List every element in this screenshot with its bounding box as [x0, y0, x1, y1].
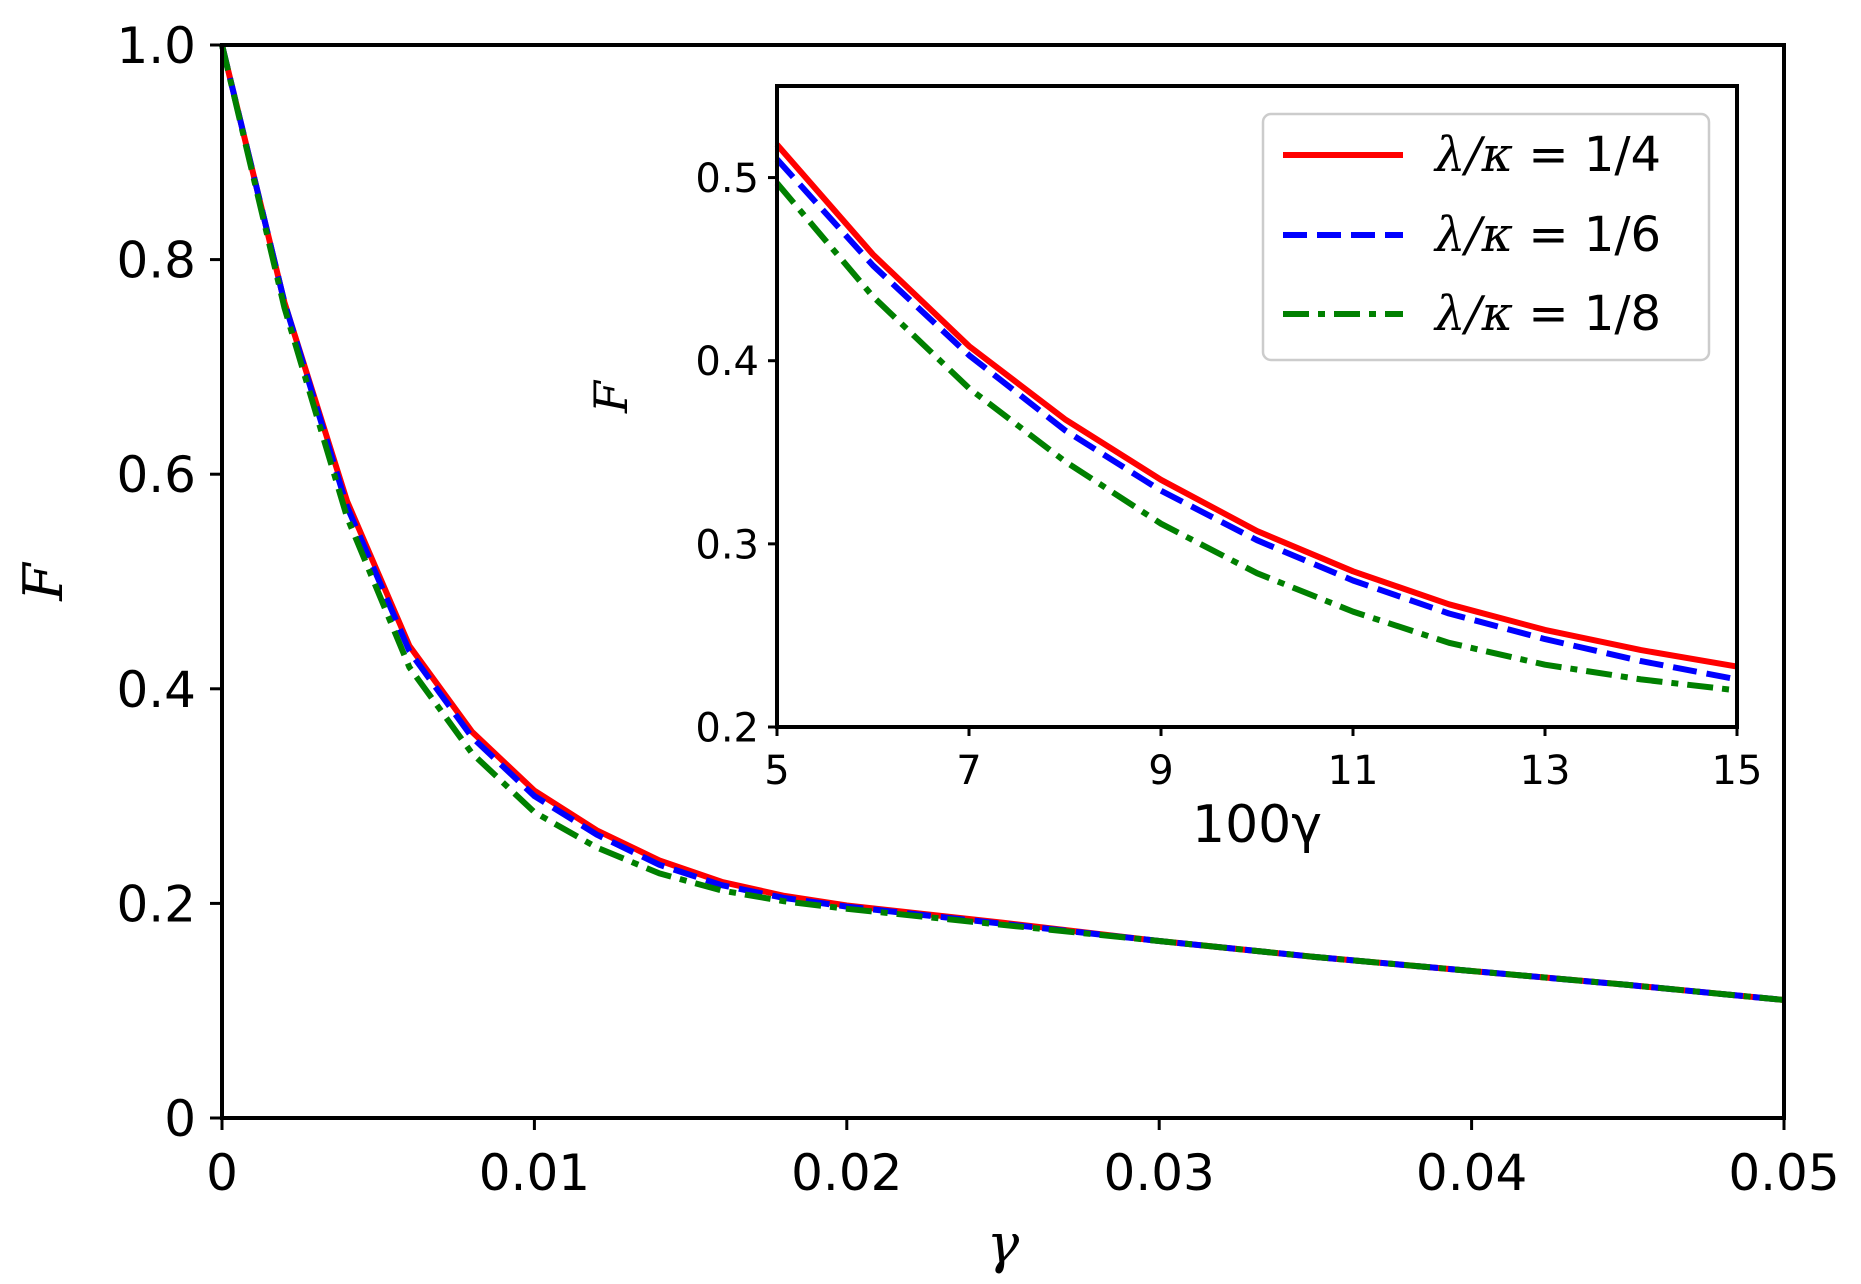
main-series-line-3 [219, 44, 1785, 1003]
inset-y-axis-label: F [584, 379, 638, 414]
main-y-axis-label: F [12, 561, 75, 602]
inset-y-ticks: 0.2 0.3 0.4 0.5 [695, 156, 777, 751]
inset-x-ticks: 5 7 9 11 13 15 [764, 727, 1762, 794]
legend-entry-3: λ/κ = 1/8 [1283, 286, 1661, 342]
main-y-tick-label: 0.4 [116, 661, 196, 719]
legend-label-2: λ/κ = 1/6 [1433, 207, 1661, 263]
inset-plot: 5 7 9 11 13 15 0.2 0.3 0.4 0.5 100γ F λ/κ = 1/4 … [584, 84, 1762, 855]
legend-label-1: λ/κ = 1/4 [1433, 127, 1661, 183]
main-x-tick-label: 0.03 [1104, 1144, 1215, 1202]
legend-label-1-rhs: = 1/4 [1528, 127, 1661, 183]
main-x-ticks: 0 0.01 0.02 0.03 0.04 0.05 [206, 1118, 1840, 1202]
legend-label-1-lhs: λ/κ [1433, 127, 1513, 183]
inset-series-group [774, 142, 1738, 694]
inset-x-tick-label: 15 [1712, 748, 1763, 794]
legend-label-3: λ/κ = 1/8 [1433, 286, 1661, 342]
inset-axes-frame [775, 84, 1739, 729]
main-y-ticks: 0 0.2 0.4 0.6 0.8 1.0 [116, 17, 222, 1148]
main-axes-frame [220, 43, 1786, 1120]
inset-x-tick-label: 7 [956, 748, 981, 794]
inset-series-line-3 [774, 181, 1738, 694]
legend-label-2-lhs: λ/κ [1433, 207, 1513, 263]
legend: λ/κ = 1/4 λ/κ = 1/6 λ/κ = 1/8 [1261, 112, 1711, 362]
inset-y-tick-label: 0.2 [695, 705, 759, 751]
inset-x-tick-label: 11 [1328, 748, 1379, 794]
inset-series-line-2 [774, 157, 1738, 683]
inset-series-line-1 [774, 142, 1738, 670]
main-y-tick-label: 0.2 [116, 875, 196, 933]
legend-box [1261, 112, 1711, 362]
main-x-tick-label: 0.01 [479, 1144, 590, 1202]
inset-y-tick-label: 0.3 [695, 522, 759, 568]
main-x-tick-label: 0.05 [1728, 1144, 1839, 1202]
legend-entry-2: λ/κ = 1/6 [1283, 207, 1661, 263]
main-y-tick-label: 0.6 [116, 446, 196, 504]
inset-y-tick-label: 0.5 [695, 156, 759, 202]
main-x-tick-label: 0.02 [791, 1144, 902, 1202]
main-series-group [219, 44, 1785, 1003]
legend-label-3-lhs: λ/κ [1433, 286, 1513, 342]
main-x-tick-label: 0.04 [1416, 1144, 1527, 1202]
inset-x-axis-label: 100γ [1192, 795, 1322, 855]
legend-entry-1: λ/κ = 1/4 [1283, 127, 1661, 183]
inset-y-tick-label: 0.4 [695, 339, 759, 385]
main-y-tick-label: 0.8 [116, 232, 196, 290]
main-y-tick-label: 0 [164, 1090, 196, 1148]
inset-x-tick-label: 9 [1148, 748, 1173, 794]
legend-label-3-rhs: = 1/8 [1528, 286, 1661, 342]
main-y-tick-label: 1.0 [116, 17, 196, 75]
main-x-tick-label: 0 [206, 1144, 238, 1202]
main-plot: 0 0.01 0.02 0.03 0.04 0.05 0 0.2 0.4 0.6 0.8 1.0 γ… [12, 17, 1840, 1275]
main-x-axis-label: γ [987, 1212, 1020, 1275]
legend-label-2-rhs: = 1/6 [1528, 207, 1661, 263]
inset-x-tick-label: 5 [764, 748, 789, 794]
inset-x-tick-label: 13 [1520, 748, 1571, 794]
